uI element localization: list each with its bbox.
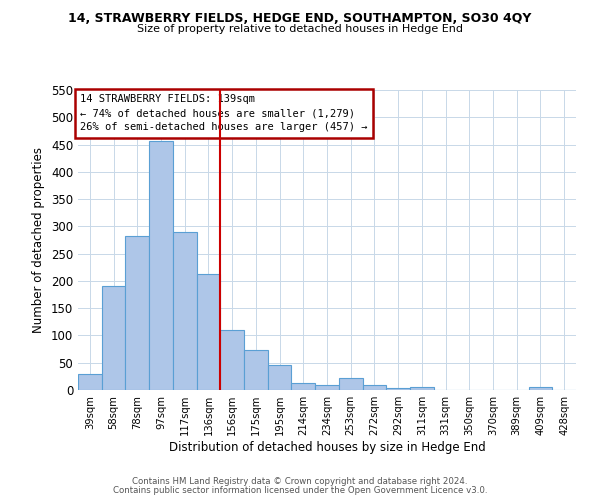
Text: Size of property relative to detached houses in Hedge End: Size of property relative to detached ho… <box>137 24 463 34</box>
Y-axis label: Number of detached properties: Number of detached properties <box>32 147 46 333</box>
Bar <box>386 388 410 390</box>
Text: 14, STRAWBERRY FIELDS, HEDGE END, SOUTHAMPTON, SO30 4QY: 14, STRAWBERRY FIELDS, HEDGE END, SOUTHA… <box>68 12 532 26</box>
X-axis label: Distribution of detached houses by size in Hedge End: Distribution of detached houses by size … <box>169 441 485 454</box>
Bar <box>410 388 434 390</box>
Text: 14 STRAWBERRY FIELDS: 139sqm
← 74% of detached houses are smaller (1,279)
26% of: 14 STRAWBERRY FIELDS: 139sqm ← 74% of de… <box>80 94 368 132</box>
Bar <box>315 385 339 390</box>
Bar <box>244 350 268 390</box>
Bar <box>125 236 149 390</box>
Bar <box>149 140 173 390</box>
Text: Contains HM Land Registry data © Crown copyright and database right 2024.: Contains HM Land Registry data © Crown c… <box>132 477 468 486</box>
Bar <box>102 286 125 390</box>
Bar <box>197 274 220 390</box>
Text: Contains public sector information licensed under the Open Government Licence v3: Contains public sector information licen… <box>113 486 487 495</box>
Bar <box>78 374 102 390</box>
Bar <box>339 378 362 390</box>
Bar <box>292 383 315 390</box>
Bar <box>220 330 244 390</box>
Bar <box>268 365 292 390</box>
Bar <box>529 388 552 390</box>
Bar <box>362 385 386 390</box>
Bar <box>173 232 197 390</box>
